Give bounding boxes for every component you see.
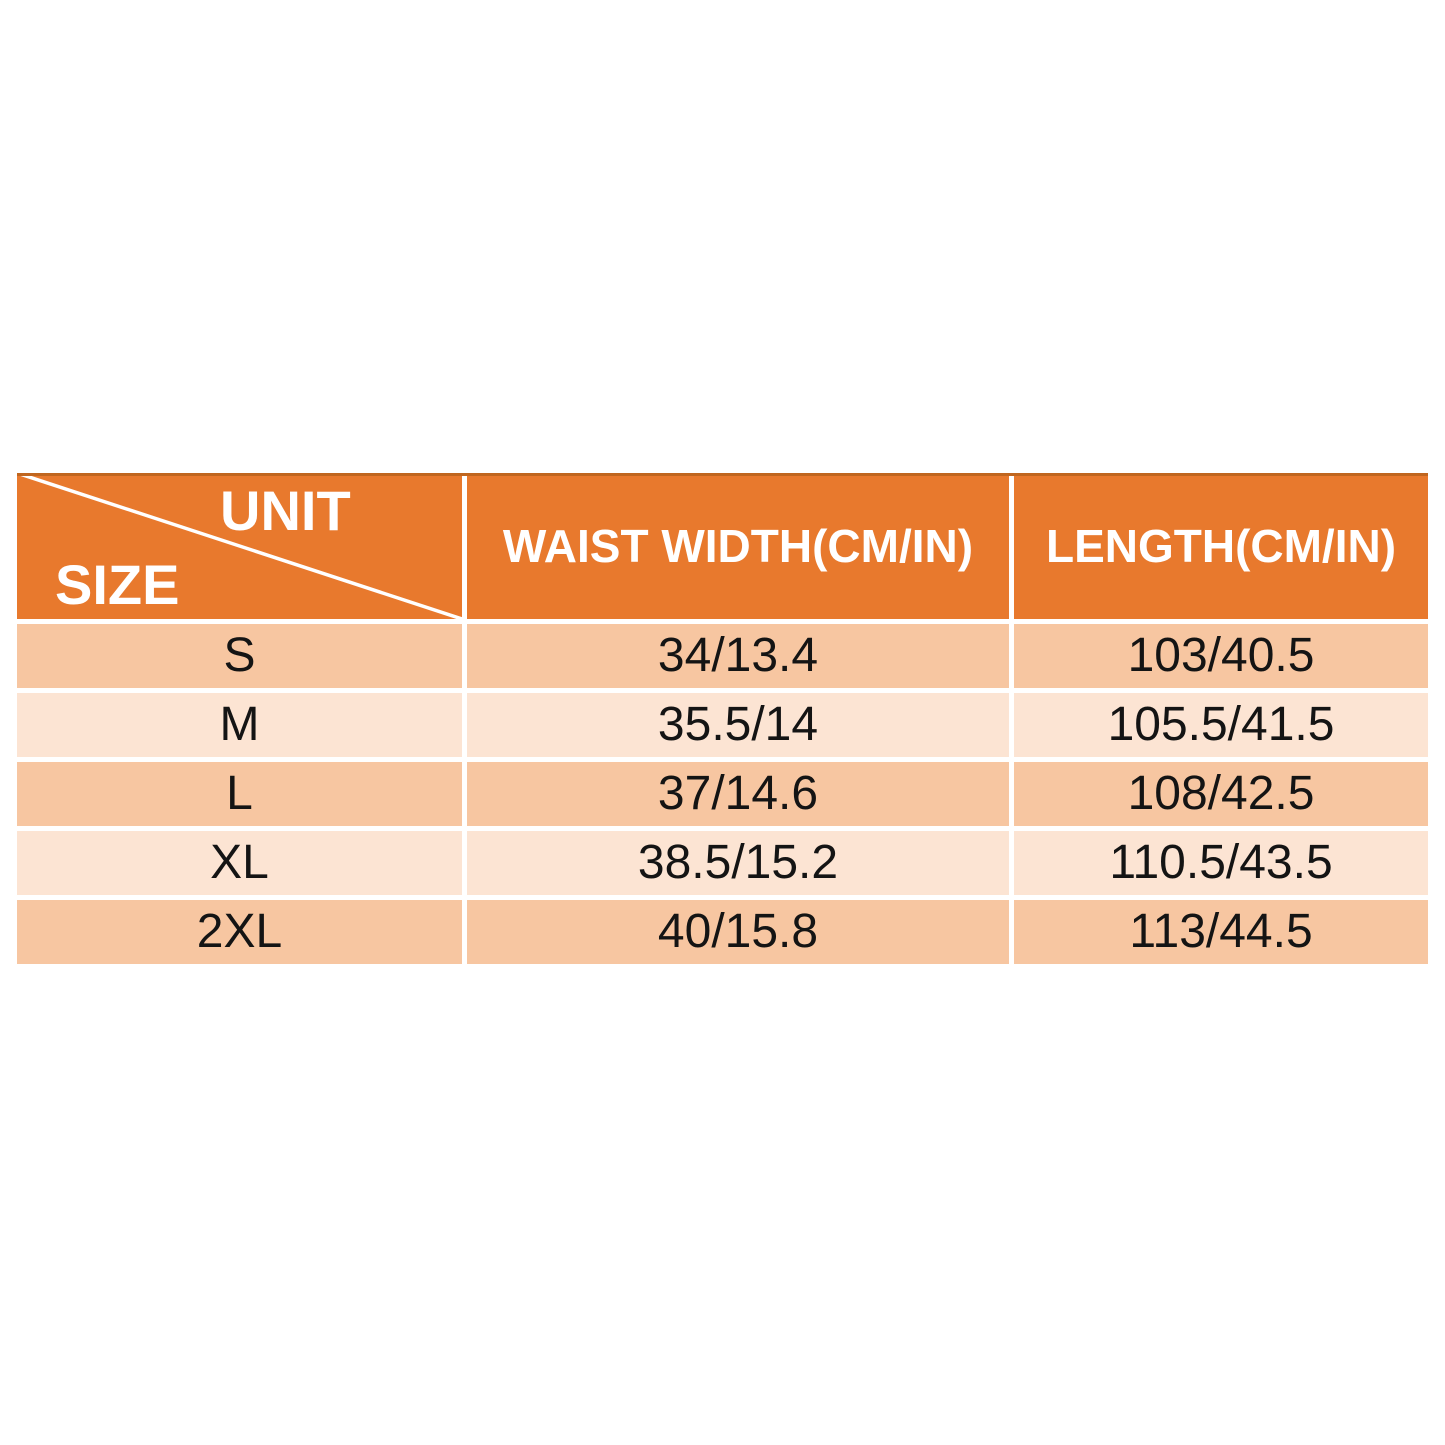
size-header-label: SIZE <box>55 553 180 616</box>
column-header-waist-width: WAIST WIDTH(CM/IN) <box>467 473 1009 619</box>
waist-cell-xl: 38.5/15.2 <box>467 831 1009 895</box>
length-cell-l: 108/42.5 <box>1014 762 1428 826</box>
waist-cell-s: 34/13.4 <box>467 624 1009 688</box>
size-cell-l: L <box>17 762 462 826</box>
length-cell-m: 105.5/41.5 <box>1014 693 1428 757</box>
waist-cell-l: 37/14.6 <box>467 762 1009 826</box>
waist-cell-m: 35.5/14 <box>467 693 1009 757</box>
size-cell-m: M <box>17 693 462 757</box>
size-cell-xl: XL <box>17 831 462 895</box>
column-header-length: LENGTH(CM/IN) <box>1014 473 1428 619</box>
corner-header-cell: UNIT SIZE <box>17 473 462 619</box>
size-cell-2xl: 2XL <box>17 900 462 964</box>
length-cell-xl: 110.5/43.5 <box>1014 831 1428 895</box>
diagonal-divider-line <box>17 473 462 619</box>
length-cell-2xl: 113/44.5 <box>1014 900 1428 964</box>
size-chart-table: UNIT SIZE WAIST WIDTH(CM/IN) LENGTH(CM/I… <box>17 473 1428 964</box>
waist-cell-2xl: 40/15.8 <box>467 900 1009 964</box>
length-cell-s: 103/40.5 <box>1014 624 1428 688</box>
unit-header-label: UNIT <box>220 479 351 542</box>
size-cell-s: S <box>17 624 462 688</box>
